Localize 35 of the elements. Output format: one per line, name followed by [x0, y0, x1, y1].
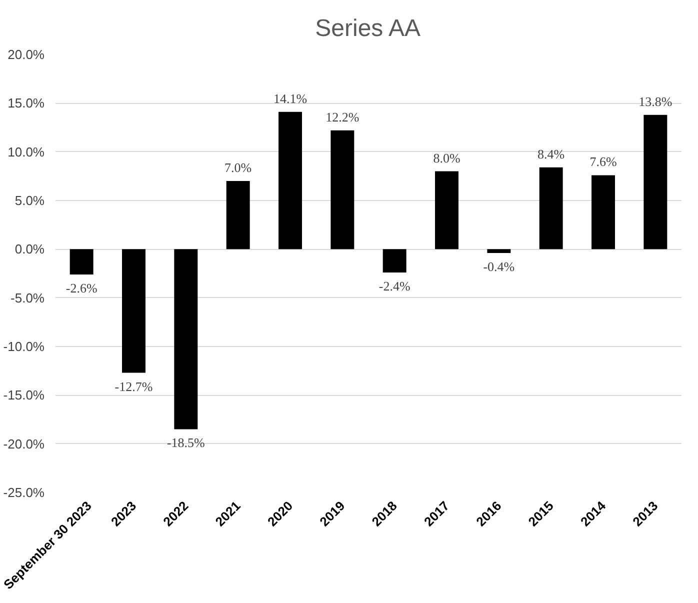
bar — [226, 181, 250, 250]
y-tick-label: -10.0% — [3, 339, 45, 354]
data-label: -2.6% — [66, 280, 98, 296]
data-label: -18.5% — [166, 435, 206, 450]
data-label: 8.0% — [433, 150, 460, 166]
bar — [487, 249, 511, 254]
y-tick-label: -25.0% — [3, 485, 45, 500]
data-label: 7.6% — [590, 154, 617, 170]
y-tick-label: -15.0% — [3, 388, 45, 403]
y-tick-label: -5.0% — [10, 290, 45, 306]
y-tick-label: 15.0% — [8, 96, 45, 111]
bar — [539, 167, 563, 250]
y-tick-label: -20.0% — [3, 436, 45, 452]
chart-title: Series AA — [315, 15, 421, 42]
bar — [435, 171, 458, 250]
y-tick-label: 0.0% — [14, 242, 45, 257]
bar — [644, 114, 668, 250]
data-label: 8.4% — [538, 146, 565, 162]
y-tick-label: 20.0% — [8, 47, 45, 62]
bar — [174, 249, 198, 430]
y-tick-label: 10.0% — [8, 144, 45, 160]
data-label: 7.0% — [224, 160, 252, 176]
bar — [592, 175, 615, 250]
data-label: -12.7% — [114, 378, 153, 394]
data-label: -2.4% — [378, 278, 410, 294]
bar — [382, 249, 406, 273]
bar — [70, 249, 94, 274]
data-label: 13.8% — [638, 94, 672, 109]
y-tick-label: 5.0% — [14, 193, 45, 208]
bar — [278, 112, 302, 250]
bar — [330, 130, 354, 250]
data-label: 14.1% — [273, 90, 308, 106]
bar — [122, 249, 146, 373]
data-label: 12.2% — [326, 109, 360, 124]
data-label: -0.4% — [483, 259, 515, 274]
